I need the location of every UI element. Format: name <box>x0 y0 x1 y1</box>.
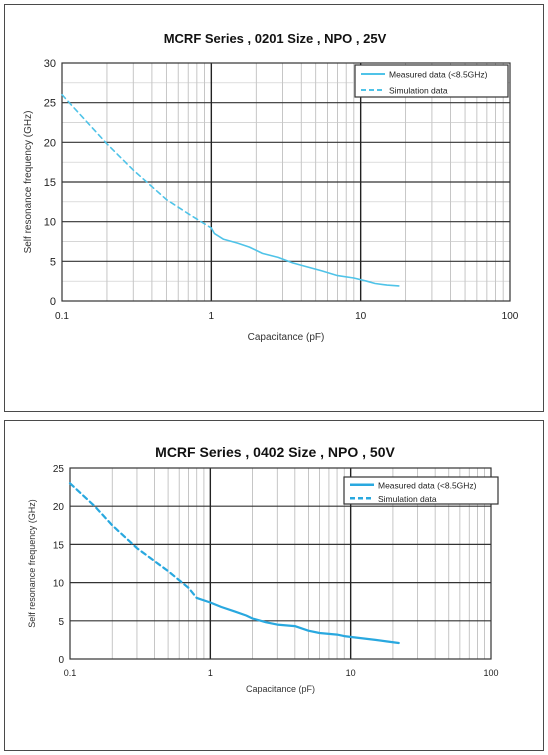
x-tick-label: 1 <box>209 311 215 322</box>
chart-title: MCRF Series , 0201 Size , NPO , 25V <box>164 31 387 46</box>
x-tick-label: 10 <box>355 311 367 322</box>
y-tick-label: 25 <box>44 98 56 110</box>
legend-box <box>354 64 509 98</box>
plot-frame <box>69 467 492 660</box>
y-tick-label: 20 <box>44 137 56 149</box>
grid <box>70 468 491 659</box>
chart-0201-svg: MCRF Series , 0201 Size , NPO , 25V 0 5 10 1… <box>23 31 519 343</box>
x-tick-label: 10 <box>346 668 356 678</box>
x-tick-label: 100 <box>483 668 498 678</box>
chart-panel-0201: MCRF Series , 0201 Size , NPO , 25V 0 5 10 1… <box>4 4 544 412</box>
x-tick-label: 0.1 <box>55 311 69 322</box>
y-tick-label: 5 <box>58 617 64 628</box>
plot-frame <box>61 62 511 302</box>
measured-data-line <box>195 596 400 645</box>
y-tick-label: 5 <box>50 256 56 268</box>
y-tick-label: 10 <box>44 217 56 229</box>
y-tick-label: 25 <box>53 464 65 475</box>
y-tick-label: 15 <box>44 177 56 189</box>
y-tick-label: 30 <box>44 58 56 70</box>
x-tick-label: 100 <box>502 311 519 322</box>
legend-label-measured: Measured data (<8.5GHz) <box>378 480 477 490</box>
legend-label-simulation: Simulation data <box>389 86 448 96</box>
measured-data-line <box>210 227 400 287</box>
y-tick-label: 0 <box>50 296 56 308</box>
legend-label-simulation: Simulation data <box>378 494 437 504</box>
simulation-data-line <box>61 93 213 229</box>
y-axis-label: Self resonance frequency (GHz) <box>27 499 37 628</box>
y-tick-label: 15 <box>53 540 65 551</box>
y-tick-label: 0 <box>58 655 64 666</box>
legend: Measured data (<8.5GHz) Simulation data <box>343 476 499 505</box>
x-axis-label: Capacitance (pF) <box>246 684 315 694</box>
chart-panel-0402: MCRF Series , 0402 Size , NPO , 50V 0 5 10 1… <box>4 420 544 751</box>
x-tick-label: 0.1 <box>64 668 77 678</box>
grid <box>62 63 510 301</box>
chart-title: MCRF Series , 0402 Size , NPO , 50V <box>155 444 395 460</box>
legend: Measured data (<8.5GHz) Simulation data <box>354 64 509 98</box>
x-tick-label: 1 <box>208 668 213 678</box>
legend-label-measured: Measured data (<8.5GHz) <box>389 70 488 80</box>
chart-0402-svg: MCRF Series , 0402 Size , NPO , 50V 0 5 10 1… <box>27 444 499 694</box>
simulation-data-line <box>68 482 198 599</box>
x-axis-label: Capacitance (pF) <box>248 332 325 343</box>
y-tick-label: 20 <box>53 502 65 513</box>
y-axis-label: Self resonance frequency (GHz) <box>23 111 34 254</box>
y-tick-label: 10 <box>53 579 65 590</box>
